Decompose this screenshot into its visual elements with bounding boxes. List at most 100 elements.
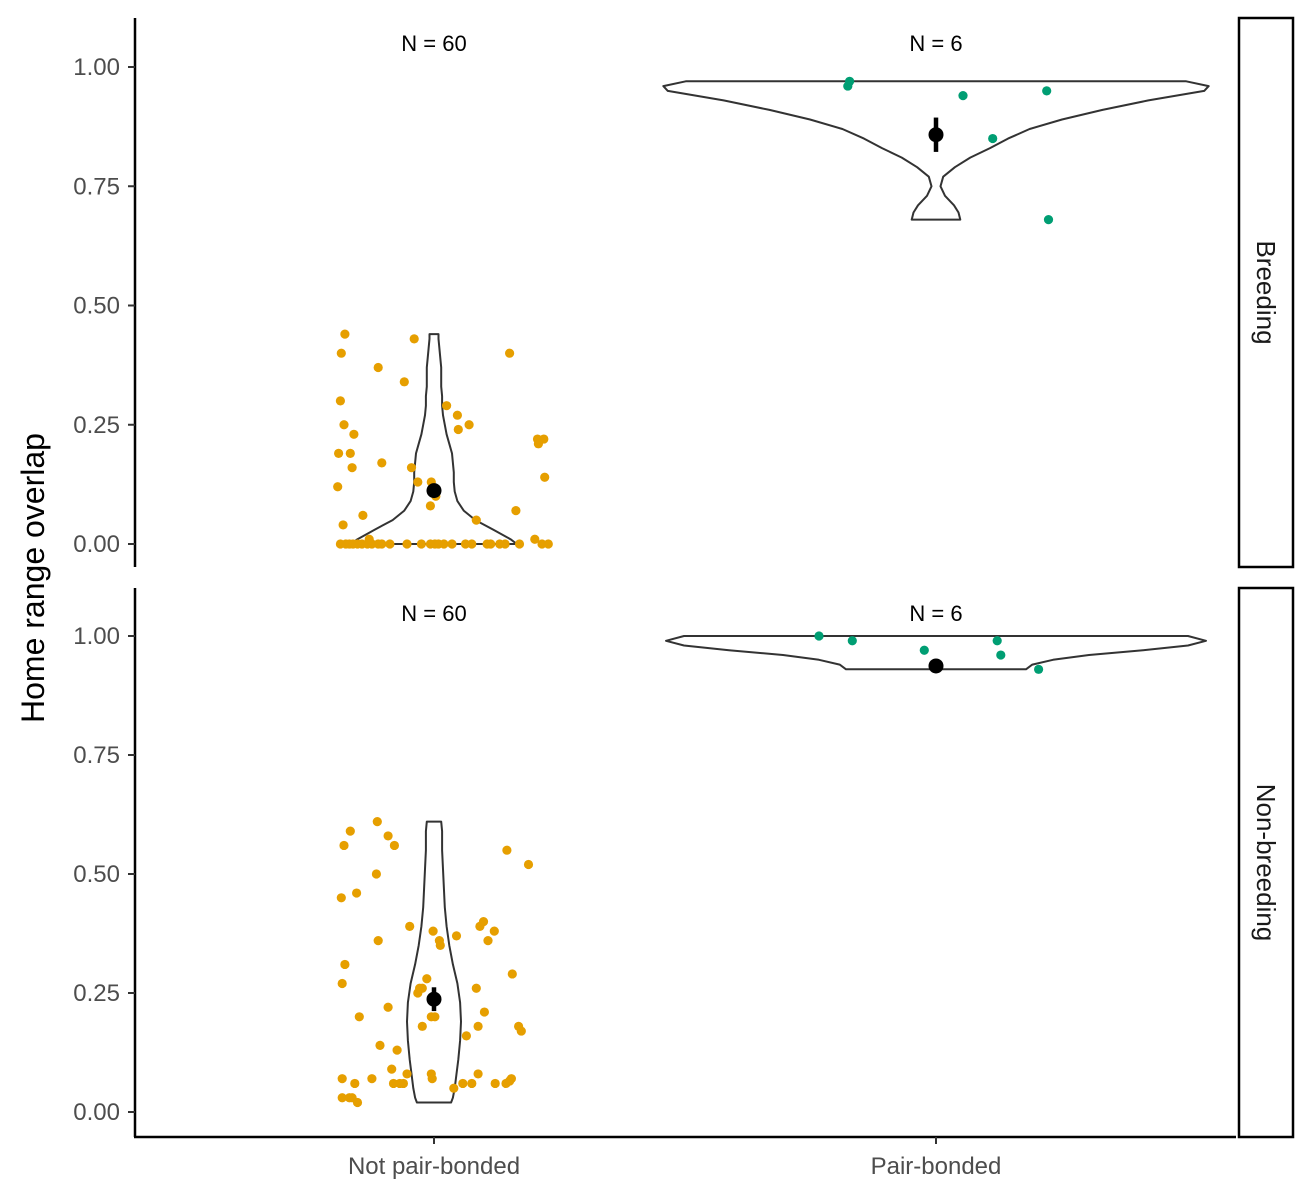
data-point — [958, 91, 968, 101]
mean-point — [928, 658, 944, 674]
data-point — [337, 1093, 347, 1103]
y-tick-label: 0.25 — [73, 412, 120, 439]
data-point — [399, 377, 409, 387]
data-point — [486, 539, 496, 549]
y-tick-label: 1.00 — [73, 54, 120, 81]
y-tick-label: 0.75 — [73, 173, 120, 200]
data-point — [467, 539, 477, 549]
y-tick-label: 0.50 — [73, 293, 120, 320]
data-point — [406, 463, 417, 473]
data-point — [417, 983, 427, 993]
data-point — [392, 1045, 402, 1055]
data-point — [490, 1078, 500, 1089]
data-point — [453, 424, 463, 435]
data-point — [479, 1007, 489, 1017]
data-point — [387, 1064, 397, 1074]
data-point — [992, 636, 1002, 646]
data-point — [352, 1097, 363, 1108]
data-point — [339, 420, 349, 430]
data-point — [516, 1026, 526, 1036]
data-point — [336, 893, 346, 903]
data-point — [358, 510, 368, 520]
data-point — [354, 1012, 364, 1022]
data-point — [427, 1074, 437, 1084]
data-point — [471, 983, 481, 993]
data-point — [345, 448, 355, 458]
data-point — [502, 845, 512, 855]
data-point — [464, 420, 474, 430]
data-point — [428, 926, 438, 936]
data-point — [996, 650, 1006, 660]
data-point — [500, 539, 510, 549]
data-point — [451, 931, 462, 941]
data-point — [507, 969, 517, 979]
y-axis-title: Home range overlap — [15, 433, 51, 723]
data-point — [334, 448, 344, 458]
data-point — [467, 1078, 477, 1089]
data-point — [847, 636, 857, 646]
data-point — [1043, 215, 1054, 225]
data-point — [539, 434, 549, 444]
data-point — [540, 472, 550, 482]
x-tick-label: Pair-bonded — [871, 1153, 1002, 1180]
data-point — [371, 869, 381, 879]
data-point — [373, 936, 383, 946]
data-point — [398, 1078, 408, 1089]
data-point — [460, 539, 471, 549]
data-point — [447, 539, 457, 549]
n-label: N = 60 — [401, 601, 466, 626]
y-tick-label: 0.00 — [73, 531, 120, 558]
data-point — [425, 501, 435, 511]
data-point — [347, 463, 357, 473]
data-point — [352, 888, 362, 898]
data-point — [372, 817, 382, 827]
data-point — [537, 539, 547, 549]
data-point — [988, 133, 998, 144]
data-point — [383, 831, 393, 841]
data-point — [530, 534, 540, 544]
data-point — [402, 1069, 412, 1079]
data-point — [416, 539, 426, 549]
data-point — [461, 1031, 471, 1041]
y-tick-label: 0.75 — [73, 742, 120, 769]
data-point — [845, 76, 855, 86]
data-point — [505, 348, 515, 358]
data-point — [489, 926, 499, 936]
data-point — [364, 534, 374, 544]
data-point — [350, 1078, 360, 1089]
data-point — [1042, 86, 1052, 96]
data-point — [439, 539, 449, 549]
data-point — [338, 520, 348, 530]
data-point — [919, 645, 929, 655]
data-point — [339, 840, 349, 851]
data-point — [523, 859, 534, 870]
n-label: N = 6 — [909, 31, 962, 56]
data-point — [336, 348, 346, 358]
data-point — [383, 1002, 393, 1012]
data-point — [442, 401, 452, 411]
y-tick-label: 1.00 — [73, 623, 120, 650]
n-label: N = 6 — [909, 601, 962, 626]
data-point — [430, 1012, 440, 1022]
data-point — [340, 959, 350, 970]
data-point — [335, 396, 345, 406]
data-point — [452, 410, 462, 420]
data-point — [483, 936, 493, 946]
data-point — [1034, 664, 1044, 674]
data-point — [471, 515, 481, 525]
mean-point — [928, 127, 944, 143]
x-tick-label: Not pair-bonded — [348, 1153, 520, 1180]
data-point — [514, 539, 525, 549]
y-tick-label: 0.50 — [73, 861, 120, 888]
data-point — [405, 921, 415, 931]
data-point — [333, 482, 343, 492]
facet-strip — [1237, 16, 1295, 569]
violin-shape — [662, 80, 1210, 221]
data-point — [349, 429, 359, 439]
n-label: N = 60 — [401, 31, 466, 56]
y-tick-label: 0.00 — [73, 1099, 120, 1126]
data-point — [505, 1076, 515, 1086]
mean-point — [426, 483, 442, 499]
